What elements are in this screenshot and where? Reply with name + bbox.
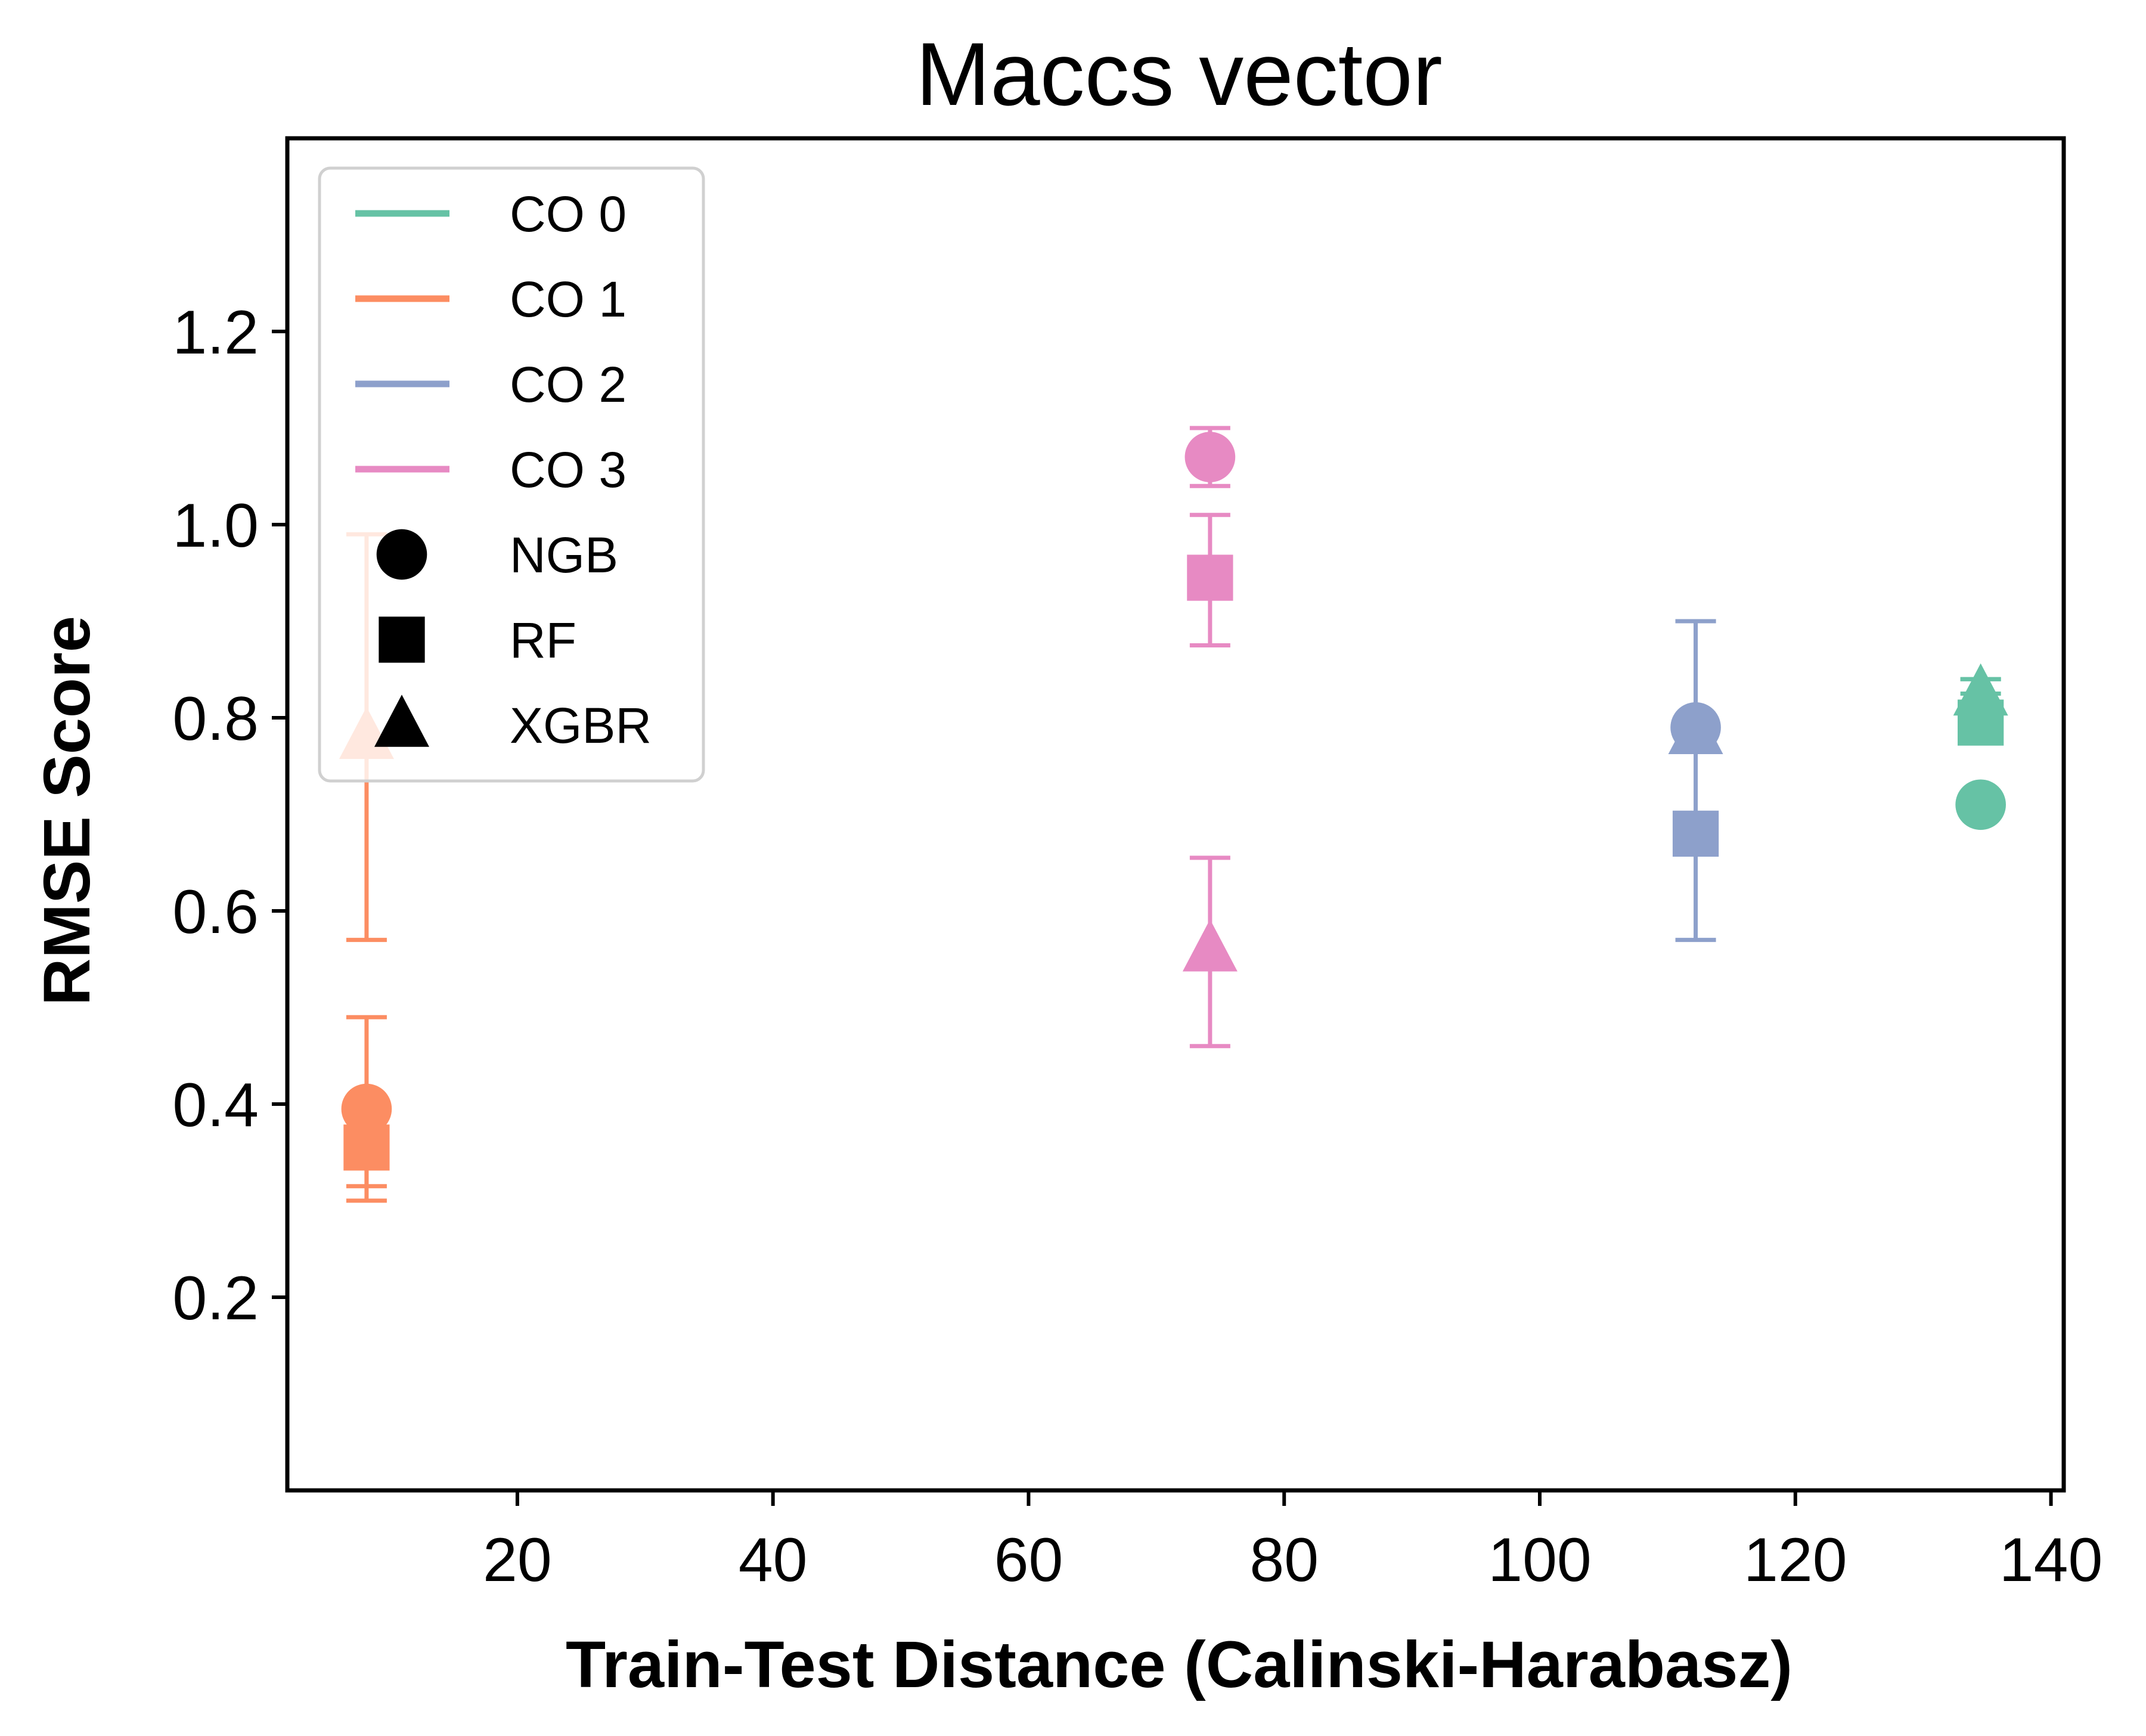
point-co1-ngb-marker xyxy=(341,1083,392,1134)
point-co0-ngb-marker xyxy=(1955,779,2006,830)
legend-label-co1: CO 1 xyxy=(510,271,627,327)
y-axis-label: RMSE Score xyxy=(30,616,104,1006)
legend-marker-xgbr xyxy=(374,695,429,747)
legend-label-ngb: NGB xyxy=(510,527,618,583)
point-co0-xgbr-marker xyxy=(1953,663,2008,716)
point-co3-xgbr-marker xyxy=(1182,919,1238,972)
x-axis: 20 40 60 80 100 120 140 xyxy=(483,1490,2102,1595)
y-tick-label: 1.2 xyxy=(172,298,259,367)
point-co1-rf-marker xyxy=(343,1124,390,1171)
x-axis-label: Train-Test Distance (Calinski-Harabasz) xyxy=(566,1628,1793,1701)
point-co3-rf-marker xyxy=(1187,554,1233,601)
y-tick-label: 0.6 xyxy=(172,878,259,947)
x-tick-label: 140 xyxy=(1999,1526,2103,1595)
legend-marker-ngb xyxy=(376,529,427,580)
x-tick-label: 120 xyxy=(1744,1526,1847,1595)
x-tick-label: 100 xyxy=(1488,1526,1592,1595)
chart-title: Maccs vector xyxy=(916,24,1443,124)
x-tick-label: 40 xyxy=(739,1526,808,1595)
x-tick-label: 20 xyxy=(483,1526,552,1595)
legend-label-rf: RF xyxy=(510,612,576,668)
x-tick-label: 80 xyxy=(1249,1526,1319,1595)
y-tick-label: 0.2 xyxy=(172,1264,259,1333)
point-co2-xgbr-marker xyxy=(1668,702,1723,755)
plot-marks xyxy=(339,426,2008,1203)
y-axis: 0.2 0.4 0.6 0.8 1.0 1.2 xyxy=(172,298,287,1333)
legend-label-xgbr: XGBR xyxy=(510,698,652,754)
y-tick-label: 0.8 xyxy=(172,684,259,754)
y-tick-label: 1.0 xyxy=(172,491,259,560)
legend-label-co2: CO 2 xyxy=(510,356,627,413)
legend: CO 0 CO 1 CO 2 CO 3 NGB RF XGBR xyxy=(318,166,705,783)
y-tick-label: 0.4 xyxy=(172,1071,259,1140)
x-tick-label: 60 xyxy=(994,1526,1063,1595)
point-co2-rf-marker xyxy=(1672,810,1719,857)
legend-label-co0: CO 0 xyxy=(510,186,627,242)
legend-marker-rf xyxy=(379,616,425,663)
legend-label-co3: CO 3 xyxy=(510,442,627,498)
plot-frame xyxy=(285,136,2066,1493)
point-co3-ngb-marker xyxy=(1184,432,1236,482)
